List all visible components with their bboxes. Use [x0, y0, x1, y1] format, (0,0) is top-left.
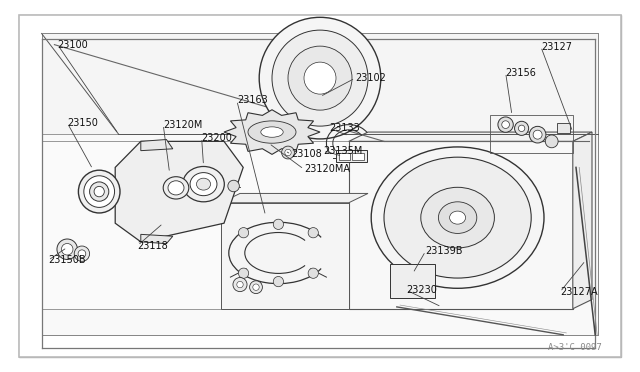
Bar [352, 153, 364, 160]
Ellipse shape [183, 167, 225, 202]
Ellipse shape [371, 147, 544, 288]
Circle shape [233, 278, 247, 292]
Polygon shape [42, 33, 598, 134]
Ellipse shape [190, 173, 217, 196]
Circle shape [57, 239, 77, 260]
Ellipse shape [248, 121, 296, 143]
Polygon shape [349, 141, 573, 309]
Circle shape [228, 180, 239, 192]
Text: 23150: 23150 [67, 118, 98, 128]
Text: 23133: 23133 [330, 124, 360, 133]
Circle shape [308, 268, 318, 278]
Bar [557, 123, 570, 133]
Circle shape [250, 281, 262, 294]
Polygon shape [573, 132, 592, 309]
Circle shape [285, 149, 291, 156]
Text: 23120MA: 23120MA [304, 164, 350, 174]
Ellipse shape [196, 178, 211, 190]
Circle shape [239, 268, 249, 278]
Text: 23156: 23156 [506, 68, 536, 77]
Polygon shape [141, 234, 173, 244]
Circle shape [259, 17, 381, 139]
Polygon shape [42, 141, 349, 309]
Polygon shape [349, 132, 592, 141]
Ellipse shape [84, 176, 115, 208]
Ellipse shape [449, 211, 465, 224]
Circle shape [282, 146, 294, 159]
Ellipse shape [261, 127, 283, 137]
Text: 23230: 23230 [406, 285, 437, 295]
Polygon shape [221, 193, 368, 203]
Circle shape [273, 219, 284, 230]
Circle shape [533, 130, 542, 139]
Ellipse shape [94, 186, 104, 197]
Circle shape [78, 250, 86, 257]
Ellipse shape [163, 177, 189, 199]
Circle shape [288, 46, 352, 110]
Text: 23150B: 23150B [48, 256, 86, 265]
Circle shape [502, 121, 509, 128]
Circle shape [518, 125, 525, 132]
Text: 23108: 23108 [291, 150, 322, 159]
Text: 23200: 23200 [202, 133, 232, 142]
Text: 23135M: 23135M [323, 146, 363, 155]
Circle shape [237, 281, 243, 288]
Polygon shape [141, 140, 173, 151]
Ellipse shape [168, 181, 184, 195]
Text: 23118: 23118 [138, 241, 168, 250]
Text: A>3'C 0097: A>3'C 0097 [548, 343, 602, 352]
Text: 23102: 23102 [355, 73, 386, 83]
Circle shape [308, 228, 318, 238]
Polygon shape [224, 110, 320, 154]
Circle shape [272, 30, 368, 126]
Ellipse shape [384, 157, 531, 278]
Polygon shape [221, 203, 349, 309]
Text: 23120M: 23120M [163, 120, 203, 129]
Polygon shape [42, 134, 598, 335]
Circle shape [61, 244, 73, 255]
Circle shape [498, 117, 513, 132]
Circle shape [304, 62, 336, 94]
Ellipse shape [420, 187, 494, 248]
Circle shape [239, 228, 249, 238]
Ellipse shape [90, 182, 109, 201]
Text: 23127: 23127 [541, 42, 572, 51]
Ellipse shape [438, 202, 477, 234]
Circle shape [545, 135, 558, 148]
Text: 23127A: 23127A [560, 287, 598, 297]
Ellipse shape [79, 170, 120, 213]
Text: 23163: 23163 [237, 96, 268, 105]
Circle shape [74, 246, 90, 262]
Text: 23100: 23100 [58, 40, 88, 49]
Circle shape [529, 126, 546, 143]
Bar [336, 150, 367, 162]
Circle shape [253, 284, 259, 291]
Circle shape [515, 121, 529, 135]
Circle shape [273, 276, 284, 287]
Bar [390, 264, 435, 298]
Text: 23139B: 23139B [426, 246, 463, 256]
Polygon shape [115, 141, 243, 242]
Bar [339, 153, 350, 160]
